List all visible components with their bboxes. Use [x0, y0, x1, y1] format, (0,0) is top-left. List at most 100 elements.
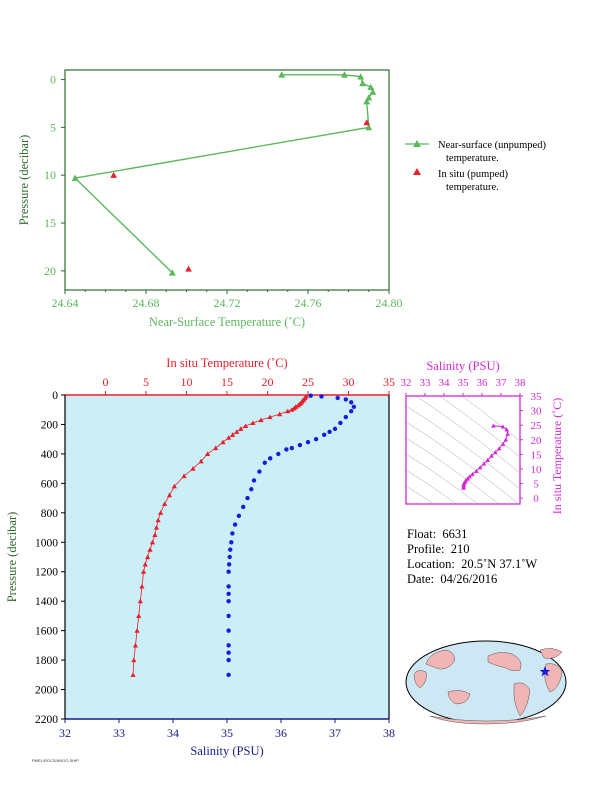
temp-profile-point: [152, 532, 158, 537]
salinity-profile-point: [226, 613, 231, 619]
main-temp-tick-label: 15: [221, 375, 233, 389]
footer-credit: PMEL/ROCS/ARGO SHIP: [32, 758, 79, 763]
salinity-profile-point: [313, 436, 319, 442]
temp-profile-point: [147, 547, 153, 552]
top-x-tick-label: 24.64: [52, 296, 79, 310]
temp-profile-point: [277, 411, 283, 417]
near-surface-point: [367, 83, 375, 91]
main-y-tick-label: 2000: [35, 685, 58, 697]
ts-point: [470, 471, 475, 477]
ts-x-tick-label: 34: [439, 377, 451, 389]
salinity-profile-point: [226, 591, 231, 597]
main-temp-tick-label: 25: [302, 375, 314, 389]
temp-profile-point: [131, 657, 137, 663]
map-land-asia-west: [425, 649, 455, 670]
ts-density-contour: [461, 396, 520, 442]
ts-density-contour: [406, 405, 520, 490]
legend-label-in-situ-2: temperature.: [446, 182, 499, 193]
float-row: Float: 6631: [407, 527, 537, 542]
ts-point: [503, 437, 509, 442]
salinity-profile-point: [241, 504, 246, 510]
salinity-profile-point: [332, 426, 338, 432]
main-y-tick-label: 0: [52, 390, 58, 402]
temp-profile-point: [162, 501, 168, 507]
ts-point: [481, 461, 487, 466]
ts-density-contour: [406, 453, 479, 504]
near-surface-point: [363, 98, 371, 105]
ts-point: [485, 457, 490, 463]
temp-profile-point: [234, 429, 240, 434]
temp-profile-point: [134, 628, 140, 633]
legend-label-near-surface-2: temperature.: [446, 153, 499, 164]
ts-point: [505, 431, 510, 436]
ts-point: [491, 423, 496, 428]
salinity-profile-point: [257, 469, 262, 474]
main-y-tick-label: 2200: [35, 714, 58, 726]
temp-profile-point: [181, 473, 187, 479]
date-value: 04/26/2016: [440, 572, 498, 586]
temp-profile-point: [130, 672, 136, 677]
main-sal-tick-label: 32: [59, 726, 71, 740]
ts-point: [474, 468, 479, 473]
top-legend: Near-surface (unpumped) temperature. In …: [405, 140, 546, 193]
ts-y-axis-label: In situ Temperature (˚C): [550, 398, 564, 515]
ts-x-axis-label: Salinity (PSU): [426, 359, 499, 373]
salinity-profile-point: [305, 439, 311, 445]
ts-y-tick-label: 5: [533, 479, 539, 491]
float-location-star-icon: [539, 666, 551, 677]
temp-profile-point: [220, 439, 226, 445]
ts-density-contour: [406, 437, 500, 504]
top-y-tick-label: 15: [44, 216, 56, 230]
ts-point: [477, 465, 483, 470]
near-surface-point: [369, 88, 377, 95]
location-value: 20.5˚N 37.1˚W: [461, 557, 538, 571]
main-temp-tick-label: 20: [262, 375, 274, 389]
in-situ-point: [185, 265, 192, 272]
temp-profile-point: [166, 492, 173, 498]
map-land-africa-east: [413, 670, 427, 689]
date-label: Date:: [407, 572, 435, 586]
ts-x-tick-label: 32: [401, 377, 412, 389]
temp-profile-point: [136, 613, 142, 618]
main-y-tick-label: 1000: [35, 537, 58, 549]
salinity-profile-point: [226, 598, 231, 604]
temp-profile-point: [149, 539, 156, 545]
main-y-tick-label: 600: [41, 478, 59, 490]
top-chart: 24.64 24.68 24.72 24.76 24.80 0 5 10 15 20 Near-Su…: [17, 69, 403, 329]
temp-profile-point: [198, 458, 204, 464]
salinity-profile-point: [226, 643, 231, 648]
float-value: 6631: [442, 527, 468, 541]
temp-profile-point: [238, 426, 244, 431]
near-surface-point: [168, 269, 176, 276]
ts-point: [493, 450, 498, 455]
temp-profile-point: [243, 423, 249, 429]
salinity-profile-point: [230, 531, 235, 536]
temp-profile-point: [142, 561, 148, 567]
salinity-profile-point: [226, 628, 231, 633]
salinity-profile-point: [226, 657, 231, 663]
profile-row: Profile: 210: [407, 542, 537, 557]
temp-profile-point: [226, 435, 232, 440]
salinity-profile-point: [349, 409, 354, 414]
main-y-axis-label: Pressure (decibar): [5, 512, 19, 603]
ts-x-tick-label: 37: [496, 377, 508, 389]
ts-point: [461, 485, 466, 490]
ts-density-contours: [406, 396, 520, 504]
main-sal-tick-label: 38: [383, 726, 395, 740]
main-chart: 0 5 10 15 20 25 30 35 32 33 34 35 36 37 38 0 200 400 600 80…: [5, 356, 395, 758]
ts-point: [500, 441, 506, 447]
main-sal-tick-label: 34: [167, 726, 179, 740]
salinity-profile-point: [284, 447, 289, 452]
temp-profile-point: [204, 451, 211, 456]
salinity-profile-point: [226, 569, 231, 574]
main-y-tick-label: 1800: [35, 655, 58, 667]
temp-profile-point: [137, 598, 143, 604]
temp-profile-point: [145, 554, 151, 560]
near-surface-point: [365, 123, 373, 131]
salinity-profile-point: [319, 394, 324, 399]
temp-profile-point: [140, 569, 147, 574]
top-y-tick-label: 10: [44, 168, 56, 182]
main-sal-tick-label: 33: [113, 726, 125, 740]
salinity-profile-point: [349, 400, 354, 405]
top-x-tick-label: 24.68: [133, 296, 160, 310]
